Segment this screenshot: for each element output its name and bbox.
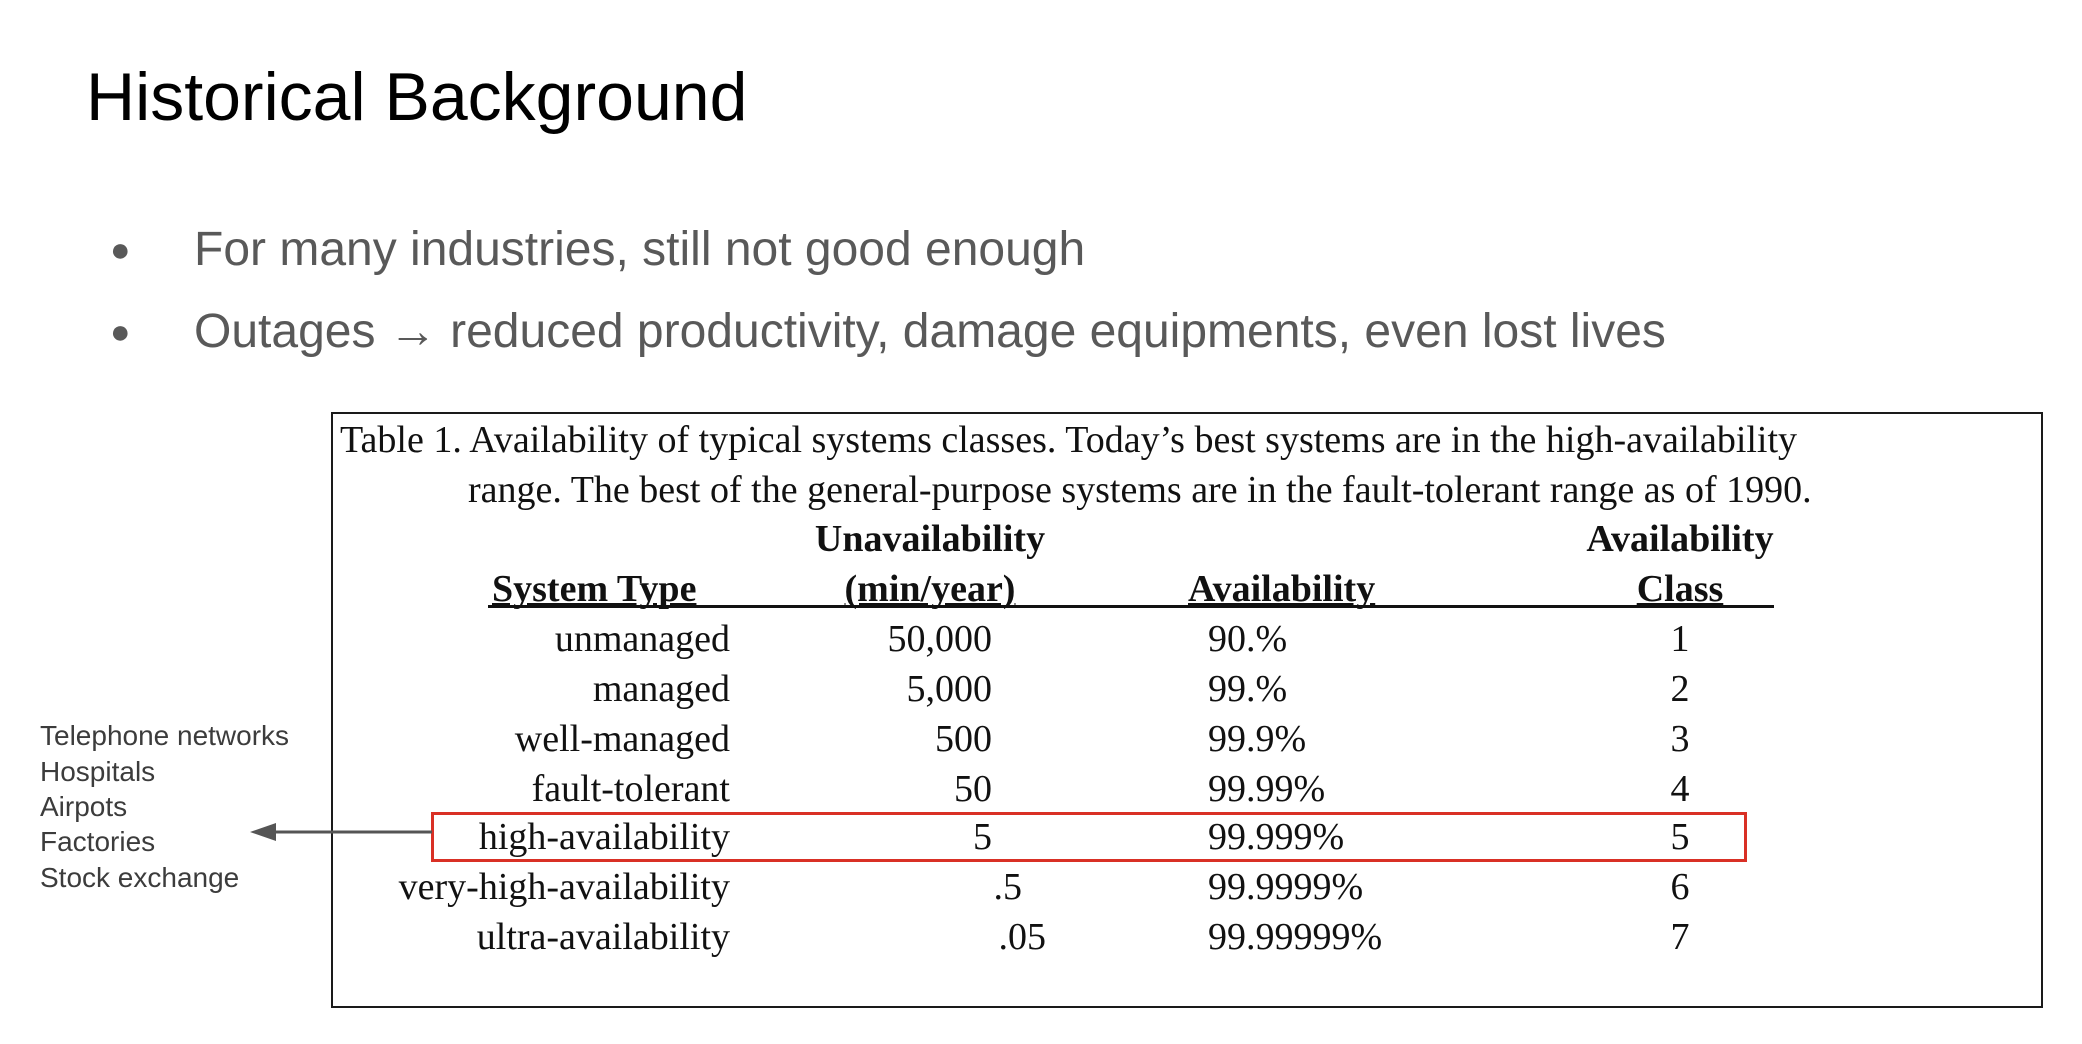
availability-table-frame — [331, 412, 2043, 1008]
header-availability: Availability — [1188, 568, 1376, 610]
bullet-dot-icon: ● — [110, 231, 131, 269]
cell-availability: 99.99999% — [1208, 916, 1383, 958]
cell-class: 5 — [1670, 816, 1690, 858]
cell-class: 7 — [1670, 916, 1690, 958]
cell-class: 6 — [1670, 866, 1690, 908]
cell-class: 3 — [1670, 718, 1690, 760]
header-unavailability: Unavailability — [814, 518, 1046, 560]
cell-system-type: unmanaged — [554, 618, 730, 660]
bullet-text: For many industries, still not good enou… — [194, 223, 1086, 276]
cell-system-type: high-availability — [478, 816, 730, 858]
cell-class: 2 — [1670, 668, 1690, 710]
cell-availability: 99.9% — [1208, 718, 1307, 760]
cell-system-type: well-managed — [514, 718, 730, 760]
header-system-type: System Type — [492, 568, 697, 610]
annotation-item: Factories — [40, 826, 156, 857]
cell-availability: 90.% — [1208, 618, 1288, 660]
cell-system-type: ultra-availability — [476, 916, 730, 958]
cell-unavailability: 50,000 — [887, 618, 993, 660]
annotation-item: Airpots — [40, 791, 128, 822]
slide-title: Historical Background — [86, 59, 748, 135]
header-class: Class — [1636, 568, 1724, 610]
cell-system-type: fault-tolerant — [531, 768, 730, 810]
cell-availability: 99.999% — [1208, 816, 1345, 858]
header-availability-class-top: Availability — [1586, 518, 1774, 560]
header-min-year: (min/year) — [844, 568, 1016, 610]
table-caption-line-2: range. The best of the general-purpose s… — [468, 469, 1812, 511]
cell-unavailability: 500 — [935, 718, 992, 760]
annotation-item: Stock exchange — [40, 862, 240, 893]
cell-unavailability: 5,000 — [906, 668, 993, 710]
bullet-dot-icon: ● — [110, 313, 131, 351]
cell-availability: 99.% — [1208, 668, 1288, 710]
cell-class: 4 — [1670, 768, 1690, 810]
cell-unavailability: 5 — [973, 816, 992, 858]
annotation-item: Telephone networks — [40, 720, 290, 751]
highlight-box — [431, 812, 1747, 862]
annotation-item: Hospitals — [40, 756, 156, 787]
bullet-text: Outages → reduced productivity, damage e… — [194, 305, 1666, 358]
cell-system-type: managed — [592, 668, 730, 710]
cell-availability: 99.99% — [1208, 768, 1326, 810]
cell-availability: 99.9999% — [1208, 866, 1364, 908]
table-caption-line-1: Table 1. Availability of typical systems… — [340, 419, 1798, 461]
cell-unavailability: .05 — [998, 916, 1047, 958]
cell-unavailability: 50 — [954, 768, 992, 810]
cell-unavailability: .5 — [993, 866, 1023, 908]
header-rule — [488, 605, 1774, 608]
arrow-left-icon — [250, 823, 432, 841]
cell-system-type: very-high-availability — [398, 866, 730, 908]
cell-class: 1 — [1670, 618, 1690, 660]
